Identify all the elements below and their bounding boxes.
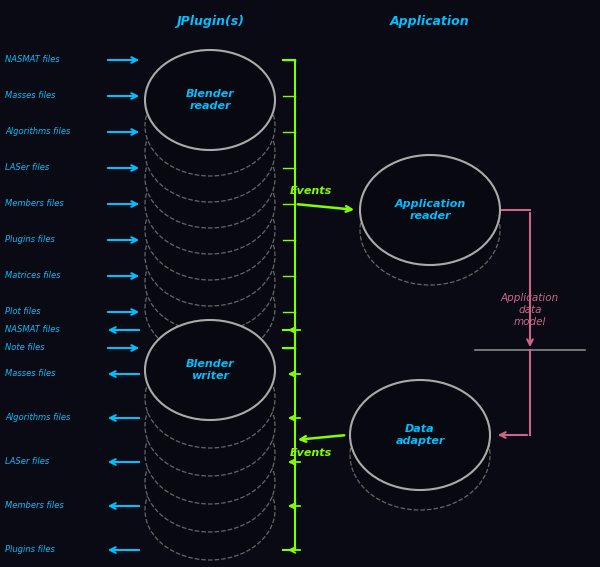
Text: Events: Events [290, 448, 332, 458]
Ellipse shape [145, 404, 275, 504]
Text: Blender
writer: Blender writer [185, 359, 235, 381]
Text: NASMAT files: NASMAT files [5, 325, 60, 335]
Ellipse shape [145, 154, 275, 254]
Ellipse shape [145, 76, 275, 176]
Ellipse shape [145, 348, 275, 448]
Ellipse shape [360, 155, 500, 265]
Text: JPlugin(s): JPlugin(s) [176, 15, 244, 28]
Ellipse shape [145, 102, 275, 202]
Ellipse shape [145, 50, 275, 150]
Ellipse shape [145, 460, 275, 560]
Ellipse shape [350, 400, 490, 510]
Ellipse shape [350, 380, 490, 490]
Text: Blender
reader: Blender reader [185, 89, 235, 111]
Ellipse shape [360, 155, 500, 265]
Text: Algorithms files: Algorithms files [5, 128, 70, 137]
Text: Application
reader: Application reader [394, 199, 466, 221]
Text: Plugins files: Plugins files [5, 235, 55, 244]
Text: Masses files: Masses files [5, 370, 56, 379]
Text: Events: Events [290, 186, 332, 196]
Text: NASMAT files: NASMAT files [5, 56, 60, 65]
Ellipse shape [350, 380, 490, 490]
Text: Plot files: Plot files [5, 307, 41, 316]
Text: Members files: Members files [5, 200, 64, 209]
Ellipse shape [145, 320, 275, 420]
Ellipse shape [145, 206, 275, 306]
Text: Application
data
model: Application data model [501, 293, 559, 327]
Text: Note files: Note files [5, 344, 44, 353]
Ellipse shape [360, 175, 500, 285]
Text: Matrices files: Matrices files [5, 272, 61, 281]
Ellipse shape [145, 128, 275, 228]
Ellipse shape [145, 320, 275, 420]
Text: Plugins files: Plugins files [5, 545, 55, 555]
Text: LASer files: LASer files [5, 458, 49, 467]
Ellipse shape [145, 376, 275, 476]
Ellipse shape [145, 258, 275, 358]
Ellipse shape [145, 180, 275, 280]
Ellipse shape [145, 432, 275, 532]
Text: Masses files: Masses files [5, 91, 56, 100]
Text: Members files: Members files [5, 501, 64, 510]
Text: Algorithms files: Algorithms files [5, 413, 70, 422]
Text: LASer files: LASer files [5, 163, 49, 172]
Text: Application: Application [390, 15, 470, 28]
Ellipse shape [145, 50, 275, 150]
Text: Data
adapter: Data adapter [395, 424, 445, 446]
Ellipse shape [145, 232, 275, 332]
